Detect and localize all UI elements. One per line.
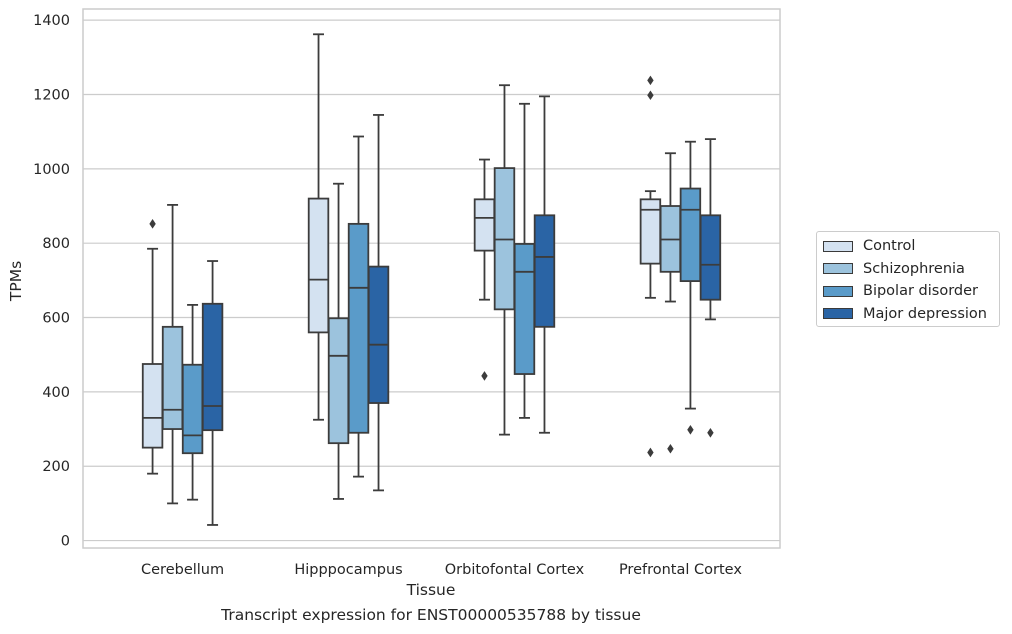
gridlines <box>83 19 780 542</box>
legend-label: Control <box>863 238 916 255</box>
x-tick-label: Hipppocampus <box>294 562 402 578</box>
box-element <box>699 138 722 438</box>
box-element <box>201 260 224 526</box>
box-element <box>513 102 536 419</box>
box-element <box>533 95 556 434</box>
legend-item: Control <box>823 235 993 258</box>
series-group <box>181 102 702 501</box>
y-tick-label: 1200 <box>33 87 70 103</box>
legend-label: Schizophrenia <box>863 260 965 277</box>
x-tick-label: Prefrontal Cortex <box>619 562 742 578</box>
legend-swatch <box>823 308 853 320</box>
legend: Control Schizophrenia Bipolar disorder M… <box>816 231 1000 327</box>
legend-item: Schizophrenia <box>823 258 993 281</box>
y-tick-label: 600 <box>42 311 70 327</box>
outlier-point <box>647 447 654 458</box>
box-iqr <box>181 363 204 455</box>
outlier-point <box>149 219 156 229</box>
box-element <box>493 84 516 436</box>
legend-label: Major depression <box>863 305 987 322</box>
legend-swatch <box>823 240 853 252</box>
box-element <box>161 203 184 505</box>
box-element <box>659 152 682 454</box>
y-tick-label: 1400 <box>33 13 70 29</box>
box-iqr <box>201 302 224 432</box>
box-iqr <box>307 197 330 334</box>
y-tick-label: 200 <box>42 459 70 475</box>
y-tick-label: 1000 <box>33 162 70 178</box>
y-axis-label: TPMs <box>7 261 25 302</box>
y-tick-labels: 0 200 400 600 800 1000 1200 1400 <box>33 13 70 549</box>
box-iqr <box>679 187 702 283</box>
box-iqr <box>513 243 536 375</box>
outlier-point <box>687 424 694 435</box>
box-element <box>327 182 350 500</box>
box-iqr <box>161 325 184 430</box>
x-axis-label: Tissue <box>406 581 456 599</box>
x-tick-label: Cerebellum <box>141 562 224 578</box>
x-tick-label: Orbitofontal Cortex <box>445 562 585 578</box>
box-iqr <box>347 222 370 434</box>
legend-swatch <box>823 285 853 297</box>
legend-label: Bipolar disorder <box>863 283 978 300</box>
y-tick-label: 400 <box>42 385 70 401</box>
box-iqr <box>141 363 164 449</box>
box-element <box>347 135 370 478</box>
box-element <box>141 219 164 475</box>
box-element <box>181 303 204 501</box>
outlier-point <box>647 75 654 86</box>
box-iqr <box>327 317 350 445</box>
box-element <box>307 33 330 421</box>
box-iqr <box>533 214 556 328</box>
box-element <box>367 114 390 492</box>
legend-item: Major depression <box>823 303 993 326</box>
legend-swatch <box>823 263 853 275</box>
box-element <box>473 158 496 381</box>
box-iqr <box>367 265 390 404</box>
box-iqr <box>699 214 722 301</box>
chart-caption: Transcript expression for ENST0000053578… <box>221 606 641 624</box>
series-group <box>161 84 682 505</box>
outlier-point <box>647 90 654 101</box>
y-tick-label: 800 <box>42 236 70 252</box>
y-tick-label: 0 <box>61 534 70 550</box>
x-tick-labels: Cerebellum Hipppocampus Orbitofontal Corte… <box>141 562 742 578</box>
box-element <box>639 75 662 458</box>
box-iqr <box>473 198 496 252</box>
legend-item: Bipolar disorder <box>823 280 993 303</box>
boxplot-series <box>141 33 722 526</box>
series-group <box>201 95 722 526</box>
outlier-point <box>707 427 714 438</box>
box-element <box>679 140 702 435</box>
series-group <box>141 33 662 475</box>
plot-frame <box>82 8 781 549</box>
outlier-point <box>481 371 488 381</box>
outlier-point <box>667 443 674 454</box>
